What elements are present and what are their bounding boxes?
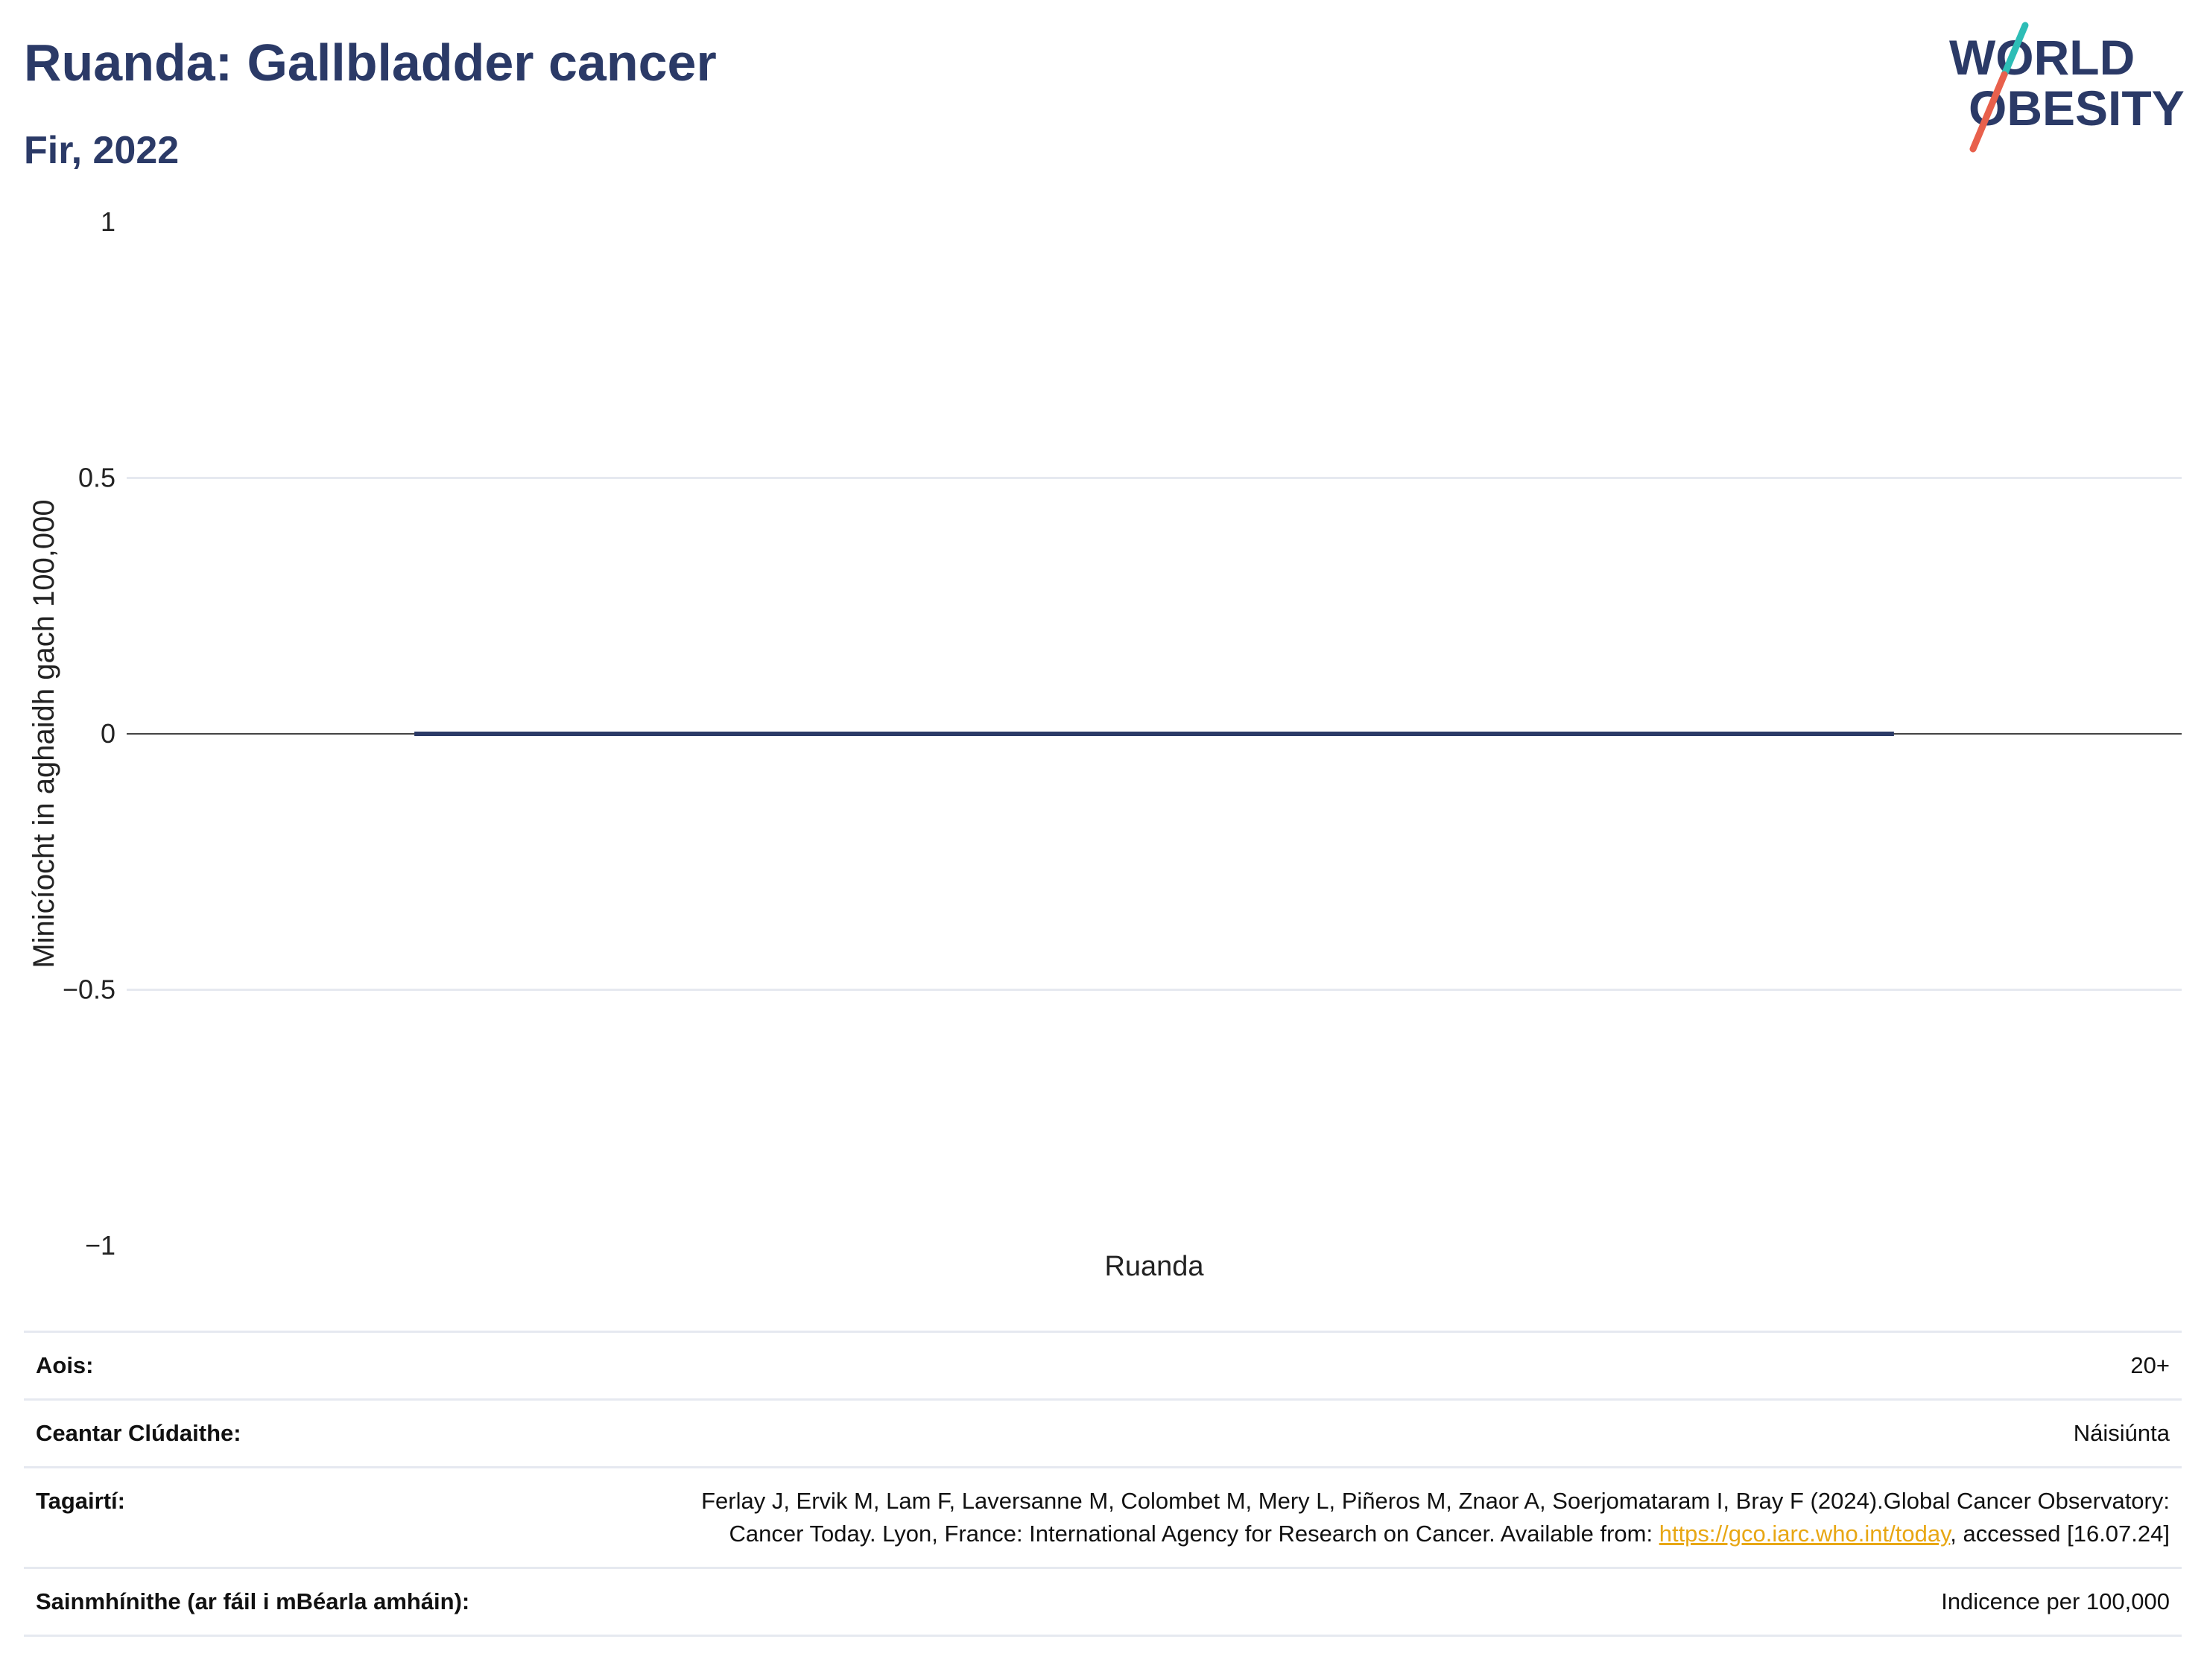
reference-text: Ferlay J, Ervik M, Lam F, Laversanne M, … [701,1488,2170,1547]
page-subtitle: Fir, 2022 [24,129,180,172]
logo-text-line2: OBESITY [1969,80,2185,136]
logo-text-line1: WORLD [1949,30,2135,85]
y-tick-label: −0.5 [63,974,115,1005]
y-tick-label: 0 [101,718,115,749]
meta-label: Aois: [24,1331,659,1400]
meta-row-references: Tagairtí: Ferlay J, Ervik M, Lam F, Lave… [24,1466,2182,1568]
meta-value: 20+ [659,1331,2182,1400]
page-title: Ruanda: Gallbladder cancer [24,34,717,92]
meta-label: Ceantar Clúdaithe: [24,1398,659,1468]
y-axis-label: Minicíocht in aghaidh gach 100,000 [28,499,60,968]
reference-accessed: , accessed [16.07.24] [1950,1521,2170,1547]
x-tick-label: Ruanda [1104,1251,1204,1281]
meta-row-coverage: Ceantar Clúdaithe: Náisiúnta [24,1398,2182,1468]
bar [414,732,1894,736]
meta-value: Indicence per 100,000 [659,1567,2182,1637]
metadata-table: Aois: 20+ Ceantar Clúdaithe: Náisiúnta T… [24,1331,2182,1637]
logo-slash-teal [2001,22,2029,78]
y-tick-label: 0.5 [78,463,115,493]
y-tick-label: 1 [101,206,115,237]
world-obesity-logo: WORLD OBESITY [1949,22,2185,153]
y-tick-label: −1 [85,1230,115,1261]
meta-value: Ferlay J, Ervik M, Lam F, Laversanne M, … [659,1466,2182,1568]
meta-label: Sainmhínithe (ar fáil i mBéarla amháin): [24,1567,659,1637]
logo-slash-coral [1969,71,2008,153]
meta-label: Tagairtí: [24,1466,659,1568]
bar-chart: 1 0.5 0 −0.5 −1 Ruanda Minicíocht in aghaidh g… [28,206,2182,1281]
meta-row-age: Aois: 20+ [24,1331,2182,1400]
meta-value: Náisiúnta [659,1398,2182,1468]
reference-link[interactable]: https://gco.iarc.who.int/today [1659,1521,1951,1547]
meta-row-definitions: Sainmhínithe (ar fáil i mBéarla amháin):… [24,1567,2182,1637]
